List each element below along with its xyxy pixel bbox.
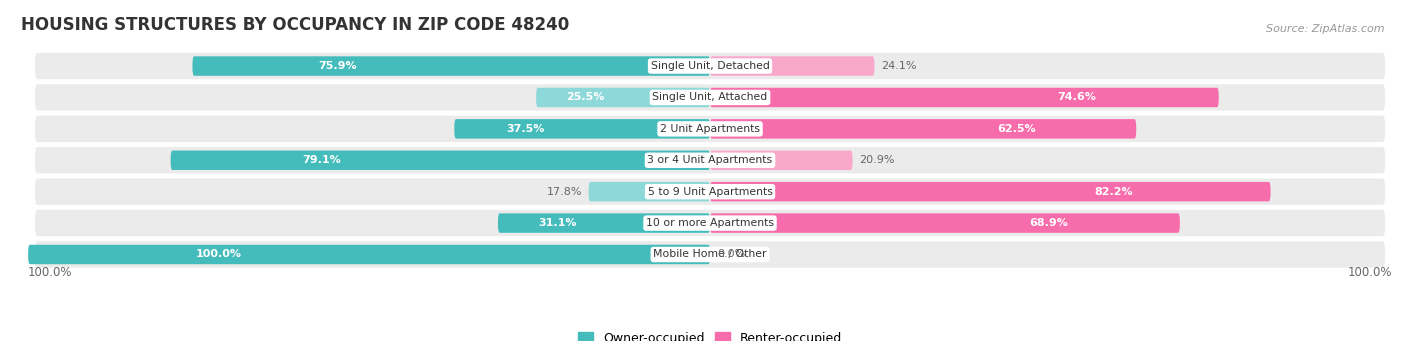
FancyBboxPatch shape (710, 88, 1219, 107)
Text: 82.2%: 82.2% (1094, 187, 1133, 197)
Text: 3 or 4 Unit Apartments: 3 or 4 Unit Apartments (648, 155, 772, 165)
Text: 20.9%: 20.9% (859, 155, 894, 165)
FancyBboxPatch shape (35, 116, 1385, 142)
Text: Mobile Home / Other: Mobile Home / Other (654, 250, 766, 260)
Text: 0.0%: 0.0% (717, 250, 745, 260)
Text: Source: ZipAtlas.com: Source: ZipAtlas.com (1267, 24, 1385, 34)
Text: 100.0%: 100.0% (28, 266, 73, 279)
FancyBboxPatch shape (35, 178, 1385, 205)
FancyBboxPatch shape (35, 210, 1385, 236)
Text: 100.0%: 100.0% (1347, 266, 1392, 279)
Text: 25.5%: 25.5% (565, 92, 605, 102)
Text: 74.6%: 74.6% (1057, 92, 1095, 102)
Text: 62.5%: 62.5% (998, 124, 1036, 134)
Text: Single Unit, Detached: Single Unit, Detached (651, 61, 769, 71)
FancyBboxPatch shape (28, 245, 710, 264)
FancyBboxPatch shape (35, 147, 1385, 174)
Text: 2 Unit Apartments: 2 Unit Apartments (659, 124, 761, 134)
Text: 24.1%: 24.1% (882, 61, 917, 71)
Text: 100.0%: 100.0% (195, 250, 242, 260)
FancyBboxPatch shape (710, 213, 1180, 233)
FancyBboxPatch shape (498, 213, 710, 233)
FancyBboxPatch shape (35, 84, 1385, 110)
FancyBboxPatch shape (35, 53, 1385, 79)
FancyBboxPatch shape (454, 119, 710, 138)
Text: 37.5%: 37.5% (506, 124, 546, 134)
FancyBboxPatch shape (710, 150, 852, 170)
Text: Single Unit, Attached: Single Unit, Attached (652, 92, 768, 102)
Text: 17.8%: 17.8% (547, 187, 582, 197)
FancyBboxPatch shape (170, 150, 710, 170)
Text: HOUSING STRUCTURES BY OCCUPANCY IN ZIP CODE 48240: HOUSING STRUCTURES BY OCCUPANCY IN ZIP C… (21, 16, 569, 34)
FancyBboxPatch shape (589, 182, 710, 202)
Legend: Owner-occupied, Renter-occupied: Owner-occupied, Renter-occupied (574, 327, 846, 341)
Text: 10 or more Apartments: 10 or more Apartments (645, 218, 775, 228)
FancyBboxPatch shape (710, 119, 1136, 138)
Text: 31.1%: 31.1% (538, 218, 576, 228)
Text: 5 to 9 Unit Apartments: 5 to 9 Unit Apartments (648, 187, 772, 197)
Text: 79.1%: 79.1% (302, 155, 342, 165)
FancyBboxPatch shape (536, 88, 710, 107)
FancyBboxPatch shape (193, 56, 710, 76)
Text: 68.9%: 68.9% (1029, 218, 1067, 228)
FancyBboxPatch shape (710, 182, 1271, 202)
FancyBboxPatch shape (35, 241, 1385, 268)
Text: 75.9%: 75.9% (318, 61, 357, 71)
FancyBboxPatch shape (710, 56, 875, 76)
